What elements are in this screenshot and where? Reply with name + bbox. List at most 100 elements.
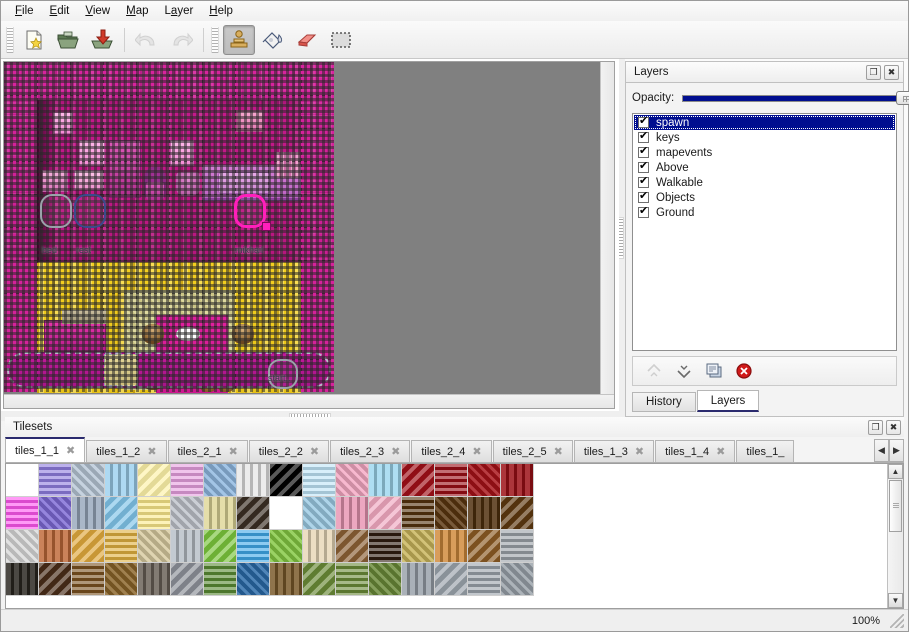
layer-visibility-checkbox[interactable]	[638, 190, 649, 203]
tileset-tile[interactable]	[171, 464, 204, 497]
layer-visibility-checkbox[interactable]	[638, 205, 649, 218]
eraser-tool[interactable]	[291, 25, 323, 55]
tileset-tile[interactable]	[501, 497, 534, 530]
layer-visibility-checkbox[interactable]	[638, 160, 649, 173]
tileset-tile[interactable]	[435, 464, 468, 497]
map-object-bed[interactable]	[40, 194, 72, 228]
scroll-up-button[interactable]: ▲	[888, 464, 903, 479]
lower-layer-button[interactable]	[671, 359, 697, 383]
undock-icon[interactable]: ❐	[868, 419, 883, 435]
tileset-tile[interactable]	[72, 530, 105, 563]
tileset-tile[interactable]	[369, 563, 402, 596]
menu-layer[interactable]: Layer	[164, 5, 194, 17]
undo-button[interactable]	[131, 25, 163, 55]
opacity-slider[interactable]	[682, 90, 909, 106]
menu-help[interactable]: Help	[209, 5, 233, 17]
tileset-tile[interactable]	[105, 563, 138, 596]
tileset-tile[interactable]	[39, 464, 72, 497]
close-tab-icon[interactable]: ✖	[716, 446, 726, 458]
tileset-tile[interactable]	[270, 497, 303, 530]
tab-layers[interactable]: Layers	[696, 390, 760, 412]
layer-visibility-checkbox[interactable]	[638, 145, 649, 158]
tileset-tile[interactable]	[204, 497, 237, 530]
tileset-tile[interactable]	[6, 497, 39, 530]
tileset-tile[interactable]	[237, 530, 270, 563]
tileset-tile[interactable]	[303, 464, 336, 497]
tileset-tile[interactable]	[39, 497, 72, 530]
tileset-tile[interactable]	[237, 563, 270, 596]
close-icon[interactable]: ✖	[886, 419, 901, 435]
map-object-start[interactable]	[268, 359, 298, 389]
tileset-tile[interactable]	[468, 497, 501, 530]
tileset-tile[interactable]	[336, 497, 369, 530]
delete-layer-button[interactable]	[731, 359, 757, 383]
tileset-grid[interactable]	[6, 464, 887, 596]
tileset-tab-tiles_2_4[interactable]: tiles_2_4 ✖	[411, 440, 492, 462]
layer-row-above[interactable]: Above	[634, 160, 895, 175]
tileset-tile[interactable]	[138, 464, 171, 497]
tileset-tile[interactable]	[435, 497, 468, 530]
layer-row-mapevents[interactable]: mapevents	[634, 145, 895, 160]
tab-history[interactable]: History	[632, 392, 696, 412]
scrollbar-thumb[interactable]	[889, 480, 902, 532]
close-tab-icon[interactable]: ✖	[147, 446, 157, 458]
layer-visibility-checkbox[interactable]	[638, 175, 649, 188]
tileset-tile[interactable]	[138, 497, 171, 530]
tileset-tile[interactable]	[501, 464, 534, 497]
opacity-slider-knob[interactable]	[896, 91, 909, 105]
tileset-tile[interactable]	[402, 563, 435, 596]
close-tab-icon[interactable]: ✖	[66, 445, 76, 457]
layer-row-objects[interactable]: Objects	[634, 190, 895, 205]
duplicate-layer-button[interactable]	[701, 359, 727, 383]
tileset-tile[interactable]	[336, 530, 369, 563]
layer-visibility-checkbox[interactable]	[638, 130, 649, 143]
toolbar-drag-handle[interactable]	[6, 26, 14, 53]
tileset-tile[interactable]	[303, 563, 336, 596]
layer-row-spawn[interactable]: spawn	[634, 115, 895, 130]
map-object-mikhail[interactable]	[234, 194, 266, 228]
tileset-tile[interactable]	[6, 530, 39, 563]
map-selection-handle[interactable]	[262, 222, 271, 231]
tileset-tile[interactable]	[435, 563, 468, 596]
layer-list[interactable]: spawn keys mapevents Above	[632, 113, 897, 351]
tileset-tile[interactable]	[501, 563, 534, 596]
layer-row-ground[interactable]: Ground	[634, 205, 895, 220]
tileset-tile[interactable]	[6, 464, 39, 497]
close-tab-icon[interactable]: ✖	[228, 446, 238, 458]
tileset-grid-viewport[interactable]	[6, 464, 887, 608]
new-map-button[interactable]	[18, 25, 50, 55]
tileset-tile[interactable]	[468, 530, 501, 563]
tileset-tab-tiles_1_1[interactable]: tiles_1_1 ✖	[5, 437, 86, 462]
tileset-tile[interactable]	[270, 464, 303, 497]
tileset-tile[interactable]	[270, 530, 303, 563]
tileset-tab-tiles_2_3[interactable]: tiles_2_3 ✖	[330, 440, 411, 462]
tileset-tile[interactable]	[468, 563, 501, 596]
tileset-tile[interactable]	[369, 530, 402, 563]
save-file-button[interactable]	[86, 25, 118, 55]
close-tab-icon[interactable]: ✖	[634, 446, 645, 458]
menu-view[interactable]: View	[85, 5, 111, 17]
map-horizontal-scrollbar[interactable]	[4, 394, 614, 408]
tileset-tile[interactable]	[402, 497, 435, 530]
tileset-tile[interactable]	[72, 464, 105, 497]
tileset-tile[interactable]	[105, 530, 138, 563]
scroll-tabs-right-button[interactable]: ▶	[889, 439, 904, 462]
close-tab-icon[interactable]: ✖	[309, 446, 320, 458]
close-tab-icon[interactable]: ✖	[553, 446, 563, 458]
tileset-tab-tiles_1_4[interactable]: tiles_1_4 ✖	[655, 440, 736, 462]
map-canvas-viewport[interactable]: bed rest mikhail andor.. entr.. start..	[3, 61, 615, 409]
tileset-vertical-scrollbar[interactable]: ▲ ▼	[887, 464, 903, 608]
tileset-tile[interactable]	[105, 497, 138, 530]
tileset-tab-tiles_1_2[interactable]: tiles_1_2 ✖	[86, 440, 167, 462]
tileset-tile[interactable]	[6, 563, 39, 596]
tileset-tile[interactable]	[402, 464, 435, 497]
tileset-tile[interactable]	[138, 563, 171, 596]
tileset-tile[interactable]	[369, 464, 402, 497]
tileset-tile[interactable]	[204, 530, 237, 563]
tileset-tile[interactable]	[39, 530, 72, 563]
tileset-tile[interactable]	[336, 563, 369, 596]
tileset-tile[interactable]	[237, 497, 270, 530]
close-icon[interactable]: ✖	[884, 64, 899, 80]
tileset-tile[interactable]	[336, 464, 369, 497]
tileset-tile[interactable]	[105, 464, 138, 497]
